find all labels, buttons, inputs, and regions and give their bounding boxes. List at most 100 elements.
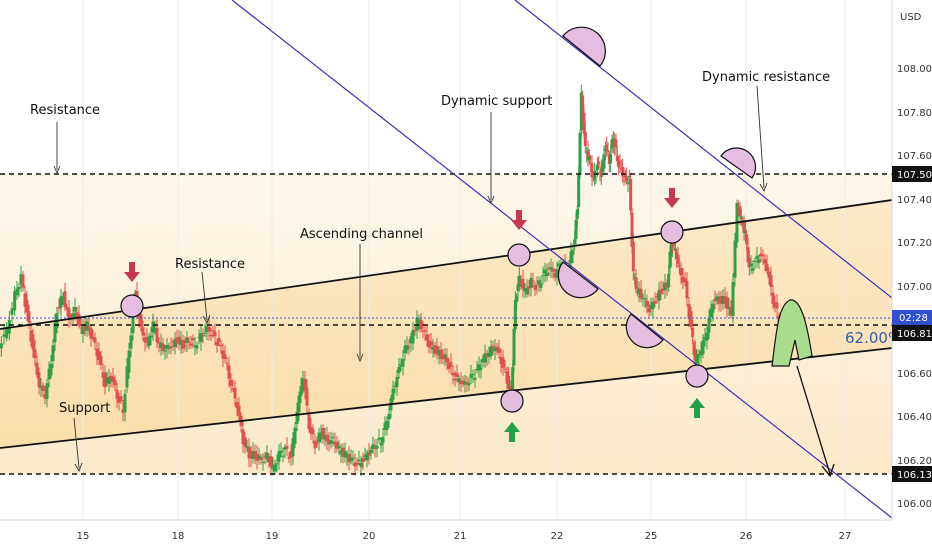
candle	[399, 357, 403, 372]
candle	[67, 299, 71, 328]
price-tick-label: 107.400	[897, 195, 932, 206]
candle	[531, 272, 535, 288]
candle	[19, 265, 23, 293]
candle	[71, 306, 75, 324]
annotation-pointers	[53, 85, 768, 473]
candle	[767, 267, 771, 285]
candle	[63, 282, 67, 312]
candle	[457, 374, 461, 392]
candle	[725, 291, 729, 318]
candle	[157, 337, 161, 353]
candle	[357, 450, 361, 466]
candle	[129, 327, 133, 358]
projection-arrowhead	[821, 463, 835, 478]
candle	[489, 340, 493, 360]
candle	[149, 327, 153, 346]
candle	[323, 427, 327, 447]
candle	[391, 380, 395, 403]
candle	[697, 349, 701, 366]
candle	[281, 447, 285, 463]
up-arrow-icon	[504, 422, 520, 442]
candle	[289, 444, 293, 466]
candle	[241, 421, 245, 453]
candle	[361, 452, 365, 470]
candle	[171, 338, 175, 351]
price-tick-labels: 108.000 107.800 107.600 107.400 107.200 107.0…	[897, 64, 932, 510]
candle	[575, 205, 579, 229]
candle	[681, 267, 685, 290]
candle	[431, 338, 435, 358]
candle	[331, 432, 335, 447]
grid	[82, 0, 846, 520]
candle	[761, 249, 765, 266]
candle	[521, 269, 525, 298]
candle	[123, 389, 127, 422]
candle	[99, 351, 103, 370]
candle	[317, 427, 321, 451]
candle	[547, 262, 551, 277]
candle	[465, 376, 469, 392]
candle	[685, 272, 689, 307]
candle	[771, 284, 775, 310]
candle	[299, 377, 303, 403]
candle	[209, 328, 213, 342]
candle	[383, 416, 387, 437]
candle	[155, 319, 159, 349]
circle-marker	[120, 294, 144, 318]
candle	[461, 375, 465, 388]
candle	[583, 122, 587, 153]
candle	[742, 215, 746, 241]
candle	[127, 343, 131, 379]
candle	[713, 290, 717, 310]
candle	[351, 450, 355, 466]
candle	[159, 333, 163, 356]
candle	[335, 436, 339, 453]
candle	[763, 253, 767, 272]
candle	[33, 340, 37, 367]
candle	[605, 136, 609, 158]
candle	[555, 261, 559, 286]
candle	[355, 457, 359, 471]
time-tick-label: 19	[266, 531, 279, 542]
candle	[417, 314, 421, 332]
candle	[427, 333, 431, 354]
candle	[773, 295, 777, 313]
candle	[243, 432, 247, 454]
candle	[97, 342, 101, 366]
candle	[749, 255, 753, 275]
candle	[47, 361, 51, 388]
candle	[659, 280, 663, 300]
dynamic-resistance-label: Dynamic resistance	[702, 70, 830, 85]
candle	[207, 317, 211, 341]
price-tick-label: 106.600	[897, 369, 932, 380]
candle	[699, 341, 703, 364]
candle	[379, 437, 383, 453]
time-axis	[0, 520, 892, 550]
half-circle-marker	[625, 313, 664, 349]
candle	[641, 293, 645, 307]
candle	[393, 381, 397, 394]
price-tick-label: 107.000	[897, 282, 932, 293]
candle	[237, 397, 241, 421]
candle	[167, 342, 171, 355]
candle	[259, 453, 263, 465]
time-tick-label: 15	[77, 531, 90, 542]
candle	[483, 344, 487, 368]
candle	[213, 323, 217, 346]
candle	[107, 368, 111, 392]
candle	[527, 279, 531, 297]
timer-text: 02:28	[899, 313, 928, 324]
candle	[467, 377, 471, 391]
candle	[661, 281, 665, 295]
candle	[119, 390, 123, 405]
candle	[453, 370, 457, 387]
candle	[83, 316, 87, 337]
candle	[235, 398, 239, 417]
candle	[473, 369, 477, 388]
up-arrow-icon	[689, 398, 705, 418]
candle	[625, 167, 629, 185]
candle	[153, 320, 157, 335]
candle	[349, 449, 353, 465]
candle	[319, 424, 323, 443]
candle	[267, 453, 271, 468]
